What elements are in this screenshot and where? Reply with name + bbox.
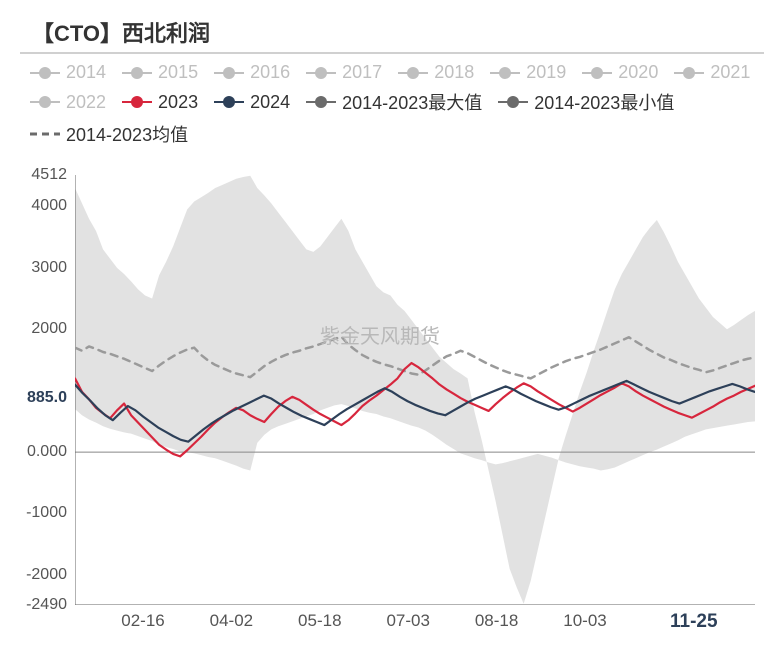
- legend-label: 2014: [66, 62, 106, 83]
- y-axis-tick: 2000: [31, 320, 75, 338]
- y-axis-tick: 4512: [31, 166, 75, 184]
- y-axis-tick: -1000: [26, 504, 75, 522]
- legend-item[interactable]: 2019: [490, 62, 566, 83]
- x-axis-tick: 08-18: [475, 605, 518, 631]
- legend-circle-icon: [30, 66, 60, 80]
- legend-label: 2015: [158, 62, 198, 83]
- legend-item[interactable]: 2024: [214, 89, 290, 115]
- legend-label: 2014-2023最大值: [342, 89, 482, 115]
- legend-label: 2017: [342, 62, 382, 83]
- x-axis-tick: 04-02: [210, 605, 253, 631]
- legend-item[interactable]: 2022: [30, 89, 106, 115]
- legend-circle-icon: [582, 66, 612, 80]
- legend-label: 2022: [66, 92, 106, 113]
- legend-circle-icon: [30, 95, 60, 109]
- legend-item[interactable]: 2014-2023均值: [30, 121, 188, 147]
- legend-circle-icon: [122, 66, 152, 80]
- y-axis-tick: 4000: [31, 197, 75, 215]
- legend: 2014 2015 2016 2017 2018 2019 2020 2021 2022 2023…: [30, 62, 754, 147]
- legend-item[interactable]: 2018: [398, 62, 474, 83]
- legend-item[interactable]: 2017: [306, 62, 382, 83]
- y-axis-tick: 885.0: [27, 389, 75, 407]
- x-axis-tick: 05-18: [298, 605, 341, 631]
- legend-label: 2014-2023最小值: [534, 89, 674, 115]
- y-axis-tick: -2490: [26, 596, 75, 614]
- plot-area: 紫金天风期货 4512400030002000885.00.000-1000-2…: [75, 175, 755, 605]
- legend-label: 2024: [250, 92, 290, 113]
- legend-label: 2020: [618, 62, 658, 83]
- plot-svg: [75, 175, 755, 605]
- legend-circle-icon: [122, 95, 152, 109]
- x-axis-tick: 11-25: [670, 605, 718, 633]
- legend-circle-icon: [674, 66, 704, 80]
- legend-item[interactable]: 2014-2023最小值: [498, 89, 674, 115]
- legend-circle-icon: [498, 95, 528, 109]
- legend-circle-icon: [306, 66, 336, 80]
- legend-item[interactable]: 2016: [214, 62, 290, 83]
- legend-label: 2019: [526, 62, 566, 83]
- legend-item[interactable]: 2014-2023最大值: [306, 89, 482, 115]
- legend-circle-icon: [214, 66, 244, 80]
- legend-label: 2018: [434, 62, 474, 83]
- title-underline: [20, 52, 764, 54]
- x-axis-tick: 02-16: [121, 605, 164, 631]
- legend-circle-icon: [214, 95, 244, 109]
- legend-dash-icon: [30, 127, 60, 141]
- legend-item[interactable]: 2021: [674, 62, 750, 83]
- y-axis-tick: 3000: [31, 259, 75, 277]
- legend-item[interactable]: 2015: [122, 62, 198, 83]
- legend-label: 2023: [158, 92, 198, 113]
- chart-container: 【CTO】西北利润 201420152016201720182019202020…: [0, 0, 784, 665]
- legend-item[interactable]: 2020: [582, 62, 658, 83]
- legend-label: 2016: [250, 62, 290, 83]
- legend-item[interactable]: 2014: [30, 62, 106, 83]
- legend-label: 2021: [710, 62, 750, 83]
- legend-label: 2014-2023均值: [66, 121, 188, 147]
- y-axis-tick: -2000: [26, 566, 75, 584]
- y-axis-tick: 0.000: [27, 443, 75, 461]
- legend-item[interactable]: 2023: [122, 89, 198, 115]
- x-axis-tick: 07-03: [386, 605, 429, 631]
- chart-title: 【CTO】西北利润: [32, 16, 210, 48]
- legend-circle-icon: [306, 95, 336, 109]
- legend-circle-icon: [398, 66, 428, 80]
- legend-circle-icon: [490, 66, 520, 80]
- x-axis-tick: 10-03: [563, 605, 606, 631]
